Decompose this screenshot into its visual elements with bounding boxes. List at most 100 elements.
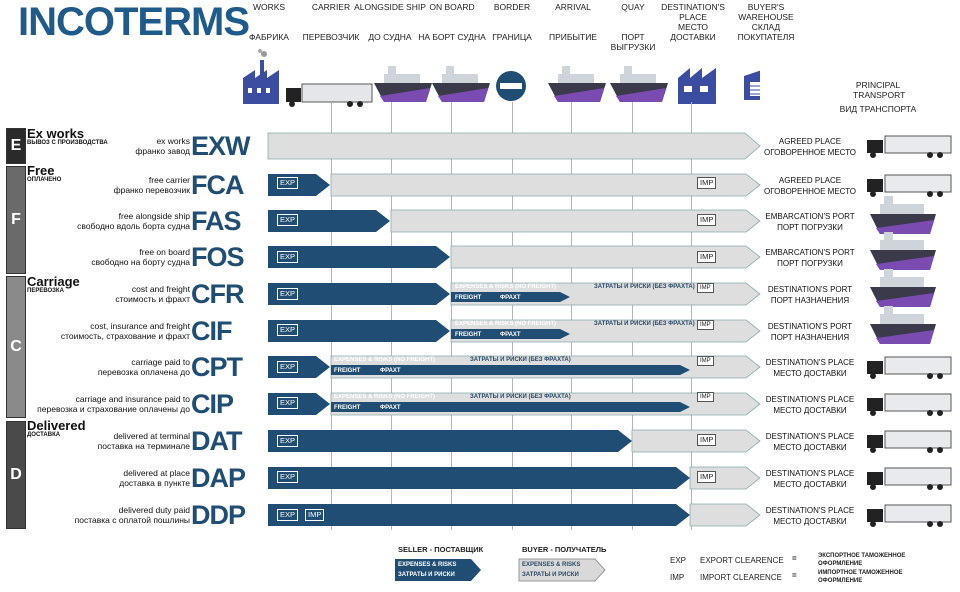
destination-label: EMBARCATION'S PORT ПОРТ ПОГРУЗКИ: [760, 211, 860, 233]
destination-ru: ПОРТ ПОГРУЗКИ: [777, 223, 843, 232]
row-desc-en: free carrier: [148, 175, 190, 185]
incoterm-code: DDP: [191, 500, 246, 530]
legend-seller-ru: ЗАТРАТЫ И РИСКИ: [398, 572, 455, 578]
destination-en: DESTINATION'S PLACE: [765, 395, 855, 404]
cif-fracht: ФРАХТ: [500, 332, 521, 338]
truck-icon: [867, 356, 952, 379]
row-desc-ru: франко перевозчик: [113, 185, 190, 195]
row-desc-ru: франко завод: [135, 146, 190, 156]
legend-imp-code: IMP: [670, 573, 685, 582]
row-desc-ru: свободно вдоль борта судна: [77, 221, 190, 231]
destination-ru: МЕСТО ДОСТАВКИ: [773, 517, 847, 526]
destination-ru: ПОРТ НАЗНАЧЕНИЯ: [770, 296, 850, 305]
row-description: delivered duty paid поставка с оплатой по…: [0, 505, 190, 525]
ship-icon-1: [374, 66, 432, 102]
bar-buyer: [330, 173, 761, 197]
group-d-name: Delivered: [27, 418, 86, 433]
ship-icon: [870, 196, 936, 234]
destination-label: AGREED PLACE ОГОВОРЕННОЕ МЕСТО: [760, 136, 860, 158]
exp-tag: EXP: [277, 435, 299, 447]
incoterm-code: CIF: [191, 316, 232, 346]
row-desc-en: cost and freight: [131, 284, 190, 294]
ship-icon: [870, 306, 936, 344]
row-description: cost, insurance and freight стоимость, ст…: [0, 321, 190, 341]
col-border: BORDER ГРАНИЦА: [492, 2, 532, 42]
row-description: cost and freight стоимость и фрахт: [0, 284, 190, 304]
imp-tag: IMP: [697, 251, 717, 263]
row-desc-ru: свободно на борту судна: [91, 257, 190, 267]
legend-seller: SELLER - ПОСТАВЩИК: [398, 545, 484, 554]
row-desc-ru: перевозка и страхование оплачены до: [37, 404, 190, 414]
destination-label: DESTINATION'S PORT ПОРТ НАЗНАЧЕНИЯ: [760, 284, 860, 306]
destination-label: DESTINATION'S PORT ПОРТ НАЗНАЧЕНИЯ: [760, 321, 860, 343]
destination-ru: МЕСТО ДОСТАВКИ: [773, 369, 847, 378]
group-d-sub: ДОСТАВКА: [27, 432, 61, 438]
cif-risks-ru: ЗАТРАТЫ И РИСКИ (БЕЗ ФРАХТА): [594, 321, 695, 327]
truck-icon: [867, 467, 952, 490]
incoterm-code: CFR: [191, 279, 244, 309]
exp-tag: EXP: [277, 509, 299, 521]
exp-tag: EXP: [277, 251, 299, 263]
row-desc-ru: перевозка оплачена до: [97, 367, 190, 377]
legend-swatches: [395, 558, 606, 582]
legend-imp-ru: ИМПОРТНОЕ ТАМОЖЕННОЕ ОФОРМЛЕНИЕ: [818, 570, 903, 584]
destination-ru: ОГОВОРЕННОЕ МЕСТО: [764, 187, 856, 196]
ship-icon: [870, 232, 936, 270]
row-desc-ru: поставка с оплатой пошлины: [74, 515, 190, 525]
destination-ru: МЕСТО ДОСТАВКИ: [773, 443, 847, 452]
cpt-fracht: ФРАХТ: [380, 368, 401, 374]
row-desc-en: delivered at terminal: [113, 431, 190, 441]
incoterm-code: FOS: [191, 242, 245, 272]
incoterm-code: EXW: [191, 131, 251, 161]
row-description: free on board свободно на борту судна: [0, 247, 190, 267]
exp-tag: EXP: [277, 397, 299, 409]
gridline: [512, 102, 513, 530]
row-desc-en: free on board: [139, 247, 190, 257]
imp-tag: IMP: [697, 434, 717, 446]
exp-tag: EXP: [277, 288, 299, 300]
cip-risks-ru: ЗАТРАТЫ И РИСКИ (БЕЗ ФРАХТА): [470, 394, 571, 400]
legend-buyer-en: EXPENSES & RISKS: [522, 562, 581, 568]
incoterm-code: FCA: [191, 170, 244, 200]
col-arrival: ARRIVAL ПРИБЫТИЕ: [549, 2, 597, 42]
destination-en: EMBARCATION'S PORT: [765, 248, 855, 257]
row-description: free carrier франко перевозчик: [0, 175, 190, 195]
ship-icon: [870, 269, 936, 307]
row-desc-ru: доставка в пункте: [119, 478, 190, 488]
destination-ru: МЕСТО ДОСТАВКИ: [773, 480, 847, 489]
factory-icon: [243, 49, 279, 104]
incoterm-code: CPT: [191, 352, 243, 382]
row-desc-en: free alongside ship: [118, 211, 190, 221]
row-desc-en: carriage and insurance paid to: [75, 394, 190, 404]
exp-tag: EXP: [277, 177, 299, 189]
destination-label: DESTINATION'S PLACE МЕСТО ДОСТАВКИ: [760, 357, 860, 379]
group-c-name: Carriage: [27, 274, 80, 289]
col-carrier: CARRIER ПЕРЕВОЗЧИК: [302, 2, 360, 42]
cfr-fracht: ФРАХТ: [500, 295, 521, 301]
destination-ru: ОГОВОРЕННОЕ МЕСТО: [764, 148, 856, 157]
header-icons: [243, 49, 760, 107]
warehouse-icon: [678, 68, 716, 104]
col-warehouse: BUYER'S WAREHOUSE СКЛАД ПОКУПАТЕЛЯ: [737, 2, 795, 42]
truck-icon: [286, 83, 373, 107]
row-desc-ru: стоимость и фрахт: [115, 294, 190, 304]
cip-risks-en: EXPENSES & RISKS (NO FREIGHT): [334, 394, 436, 400]
gridline: [691, 102, 692, 530]
legend-buyer-ru: ЗАТРАТЫ И РИСКИ: [522, 572, 579, 578]
legend-buyer: BUYER - ПОЛУЧАТЕЛЬ: [522, 545, 607, 554]
row-desc-en: ex works: [156, 136, 190, 146]
cfr-risks-en: EXPENSES & RISKS (NO FREIGHT): [455, 284, 557, 290]
row-description: ex works франко завод: [0, 136, 190, 156]
ship-icon-4: [610, 66, 668, 102]
imp-tag: IMP: [697, 320, 714, 330]
destination-en: DESTINATION'S PLACE: [765, 358, 855, 367]
legend-imp-text: IMPORT CLEARENCE: [700, 573, 782, 582]
incoterm-code: CIP: [191, 389, 234, 419]
ship-icon-2: [432, 66, 490, 102]
exp-tag: EXP: [277, 324, 299, 336]
destination-label: AGREED PLACE ОГОВОРЕННОЕ МЕСТО: [760, 175, 860, 197]
row-description: carriage and insurance paid to перевозка …: [0, 394, 190, 414]
cif-risks-en: EXPENSES & RISKS (NO FREIGHT): [455, 321, 557, 327]
cpt-risks-ru: ЗАТРАТЫ И РИСКИ (БЕЗ ФРАХТА): [470, 357, 571, 363]
principal-transport-header: PRINCIPAL TRANSPORT ВИД ТРАНСПОРТА: [839, 80, 917, 114]
